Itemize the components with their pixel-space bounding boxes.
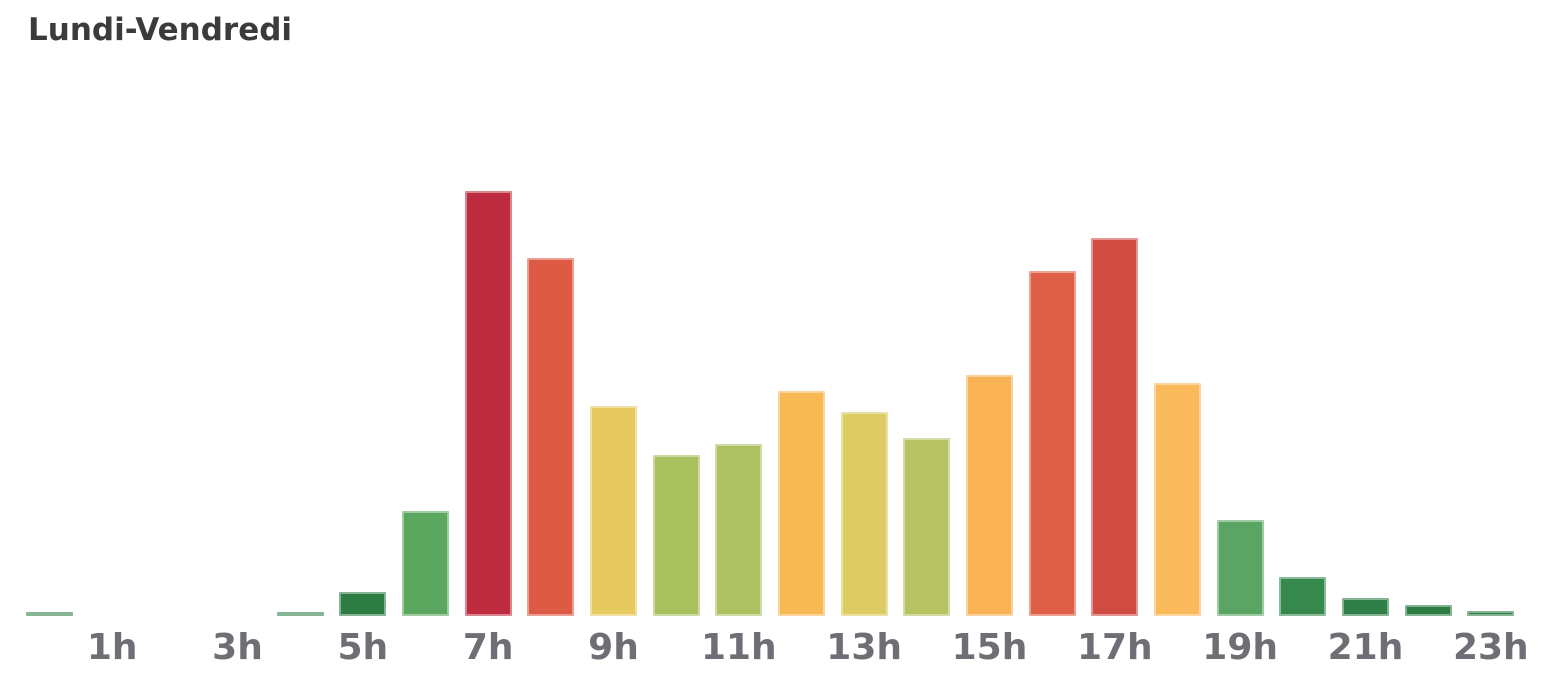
bar-7h[interactable] <box>465 191 512 616</box>
bar-22h[interactable] <box>1405 605 1452 616</box>
bar-9h[interactable] <box>590 406 637 616</box>
bar-17h[interactable] <box>1091 238 1138 616</box>
bar-21h[interactable] <box>1342 598 1389 616</box>
bar-8h[interactable] <box>527 258 574 616</box>
x-axis-label-9h: 9h <box>588 627 639 668</box>
bar-5h[interactable] <box>339 592 386 616</box>
bar-0h[interactable] <box>26 612 73 616</box>
x-axis-label-3h: 3h <box>212 627 263 668</box>
bar-6h[interactable] <box>402 511 449 616</box>
bar-14h[interactable] <box>903 438 950 616</box>
bar-19h[interactable] <box>1217 520 1264 616</box>
bar-15h[interactable] <box>966 375 1013 616</box>
bar-20h[interactable] <box>1279 577 1326 616</box>
bar-10h[interactable] <box>653 455 700 616</box>
bar-4h[interactable] <box>277 612 324 616</box>
x-axis-label-15h: 15h <box>951 627 1028 668</box>
x-axis-label-17h: 17h <box>1076 627 1153 668</box>
x-axis-label-19h: 19h <box>1202 627 1279 668</box>
bar-12h[interactable] <box>778 391 825 616</box>
x-axis-label-1h: 1h <box>86 627 138 668</box>
bar-23h[interactable] <box>1467 611 1514 616</box>
bar-13h[interactable] <box>841 412 888 616</box>
x-axis-label-5h: 5h <box>337 627 389 668</box>
bar-18h[interactable] <box>1154 383 1201 616</box>
x-axis-label-23h: 23h <box>1452 627 1529 668</box>
chart-title: Lundi-Vendredi <box>28 12 293 48</box>
x-axis-label-13h: 13h <box>826 627 903 668</box>
x-axis-label-7h: 7h <box>462 627 514 668</box>
x-axis-label-11h: 11h <box>700 627 777 668</box>
x-axis-label-21h: 21h <box>1327 627 1404 668</box>
bar-16h[interactable] <box>1029 271 1076 616</box>
bar-11h[interactable] <box>715 444 762 616</box>
